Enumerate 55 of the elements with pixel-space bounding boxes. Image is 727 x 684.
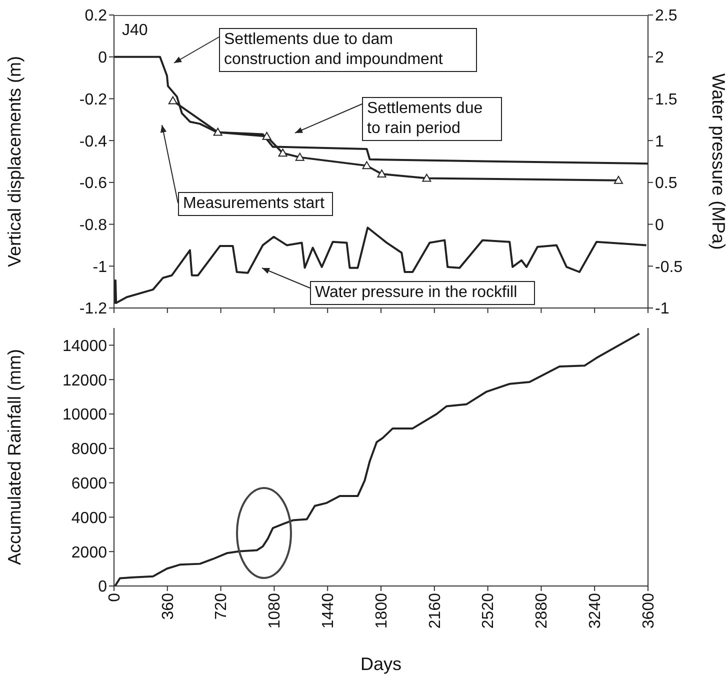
x-tick-label: 1080 bbox=[266, 592, 284, 629]
y-tick-label: 14000 bbox=[62, 338, 108, 355]
x-tick-label: 1440 bbox=[320, 592, 337, 629]
point bbox=[614, 176, 623, 184]
y-tick-label: -0.4 bbox=[79, 133, 108, 150]
y2-tick-label: -0.5 bbox=[655, 258, 683, 276]
x-tick-label: 2160 bbox=[426, 592, 444, 629]
point bbox=[168, 96, 178, 104]
y-tick-label: 4000 bbox=[71, 510, 108, 527]
point bbox=[213, 128, 222, 136]
annotation: Settlements due to dam construction and impoundment bbox=[219, 28, 477, 72]
y-tick-label: 0 bbox=[98, 578, 108, 596]
point bbox=[362, 161, 372, 170]
line-series bbox=[114, 332, 640, 586]
x-tick-label: 1800 bbox=[373, 592, 390, 629]
x-tick-label: 360 bbox=[160, 592, 177, 620]
y-tick-label: 12000 bbox=[62, 372, 108, 390]
y-tick-label: 6000 bbox=[71, 475, 108, 492]
point bbox=[295, 152, 304, 161]
x-tick-label: 720 bbox=[213, 592, 230, 620]
annotation: Measurements start bbox=[178, 192, 333, 216]
y-tick-label: 0 bbox=[98, 50, 108, 67]
x-tick-label: 3240 bbox=[586, 592, 604, 629]
point bbox=[377, 170, 386, 178]
annotation: Settlements due to rain period bbox=[362, 97, 502, 141]
y-tick-label: -1.2 bbox=[79, 300, 108, 318]
annotation: Water pressure in the rockfill bbox=[310, 281, 535, 305]
y2-axis-title: Water pressure (MPa) bbox=[708, 73, 727, 250]
x-tick-label: 2520 bbox=[480, 592, 498, 629]
y2-tick-label: -1 bbox=[655, 300, 670, 318]
y2-tick-label: 2 bbox=[655, 50, 664, 67]
line-series bbox=[114, 226, 648, 305]
y-tick-label: -1 bbox=[92, 258, 108, 276]
x-tick-label: 2880 bbox=[534, 592, 551, 629]
x-axis-title: Days bbox=[360, 654, 402, 674]
y2-tick-label: 2.5 bbox=[655, 8, 678, 25]
x-tick-label: 0 bbox=[106, 592, 124, 602]
y-tick-label: 2000 bbox=[71, 544, 108, 562]
point bbox=[278, 148, 288, 157]
y-axis-title: Vertical displacements (m) bbox=[4, 56, 24, 268]
x-tick-label: 3600 bbox=[640, 592, 658, 629]
y-tick-label: 0.2 bbox=[84, 8, 108, 25]
y-tick-label: -0.8 bbox=[79, 216, 108, 234]
y-tick-label: 8000 bbox=[71, 441, 108, 458]
y-tick-label: -0.2 bbox=[79, 91, 108, 108]
y-axis-title: Accumulated Rainfall (mm) bbox=[4, 348, 24, 566]
point bbox=[422, 174, 432, 182]
y2-tick-label: 1 bbox=[655, 133, 664, 150]
annotation: J40 bbox=[121, 21, 149, 41]
y-tick-label: 10000 bbox=[62, 406, 108, 424]
point bbox=[262, 132, 272, 140]
y-tick-label: -0.6 bbox=[79, 175, 108, 192]
y2-tick-label: 1.5 bbox=[655, 91, 678, 108]
y2-tick-label: 0.5 bbox=[655, 175, 678, 192]
y2-tick-label: 0 bbox=[655, 216, 664, 234]
